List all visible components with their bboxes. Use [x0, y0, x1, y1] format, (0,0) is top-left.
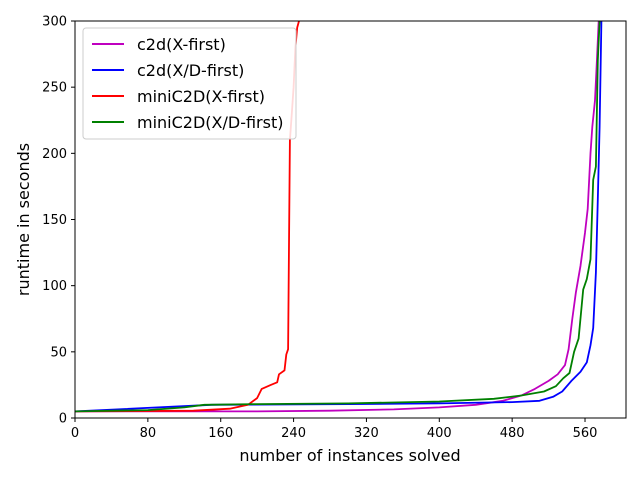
x-tick-label: 160	[208, 426, 233, 441]
legend: c2d(X-first) c2d(X/D-first) miniC2D(X-firs…	[82, 27, 297, 140]
x-axis-label: number of instances solved	[239, 446, 460, 465]
y-tick-label: 100	[42, 279, 67, 294]
y-axis-ticks: 0 50 100 150 200 250 300	[42, 15, 75, 427]
legend-label-0: c2d(X-first)	[137, 35, 226, 54]
y-tick-label: 250	[42, 81, 67, 96]
x-tick-label: 400	[427, 426, 452, 441]
legend-label-3: miniC2D(X/D-first)	[137, 113, 283, 132]
y-tick-label: 0	[59, 412, 67, 427]
legend-label-2: miniC2D(X-first)	[137, 87, 265, 106]
x-tick-label: 560	[573, 426, 598, 441]
x-tick-label: 480	[500, 426, 525, 441]
legend-box	[82, 27, 297, 140]
series-line-0	[75, 21, 600, 413]
y-axis-label: runtime in seconds	[14, 143, 33, 296]
x-tick-label: 240	[281, 426, 306, 441]
y-tick-label: 300	[42, 15, 67, 30]
y-tick-label: 150	[42, 213, 67, 228]
x-tick-label: 0	[71, 426, 79, 441]
y-tick-label: 50	[50, 345, 67, 360]
series-layer	[75, 21, 603, 413]
y-tick-label: 200	[42, 147, 67, 162]
series-line-1	[75, 21, 603, 413]
x-tick-label: 80	[140, 426, 157, 441]
series-line-3	[75, 21, 601, 413]
x-axis-ticks: 0 80 160 240 320 400 480 560	[71, 418, 598, 441]
x-tick-label: 320	[354, 426, 379, 441]
legend-label-1: c2d(X/D-first)	[137, 61, 244, 80]
